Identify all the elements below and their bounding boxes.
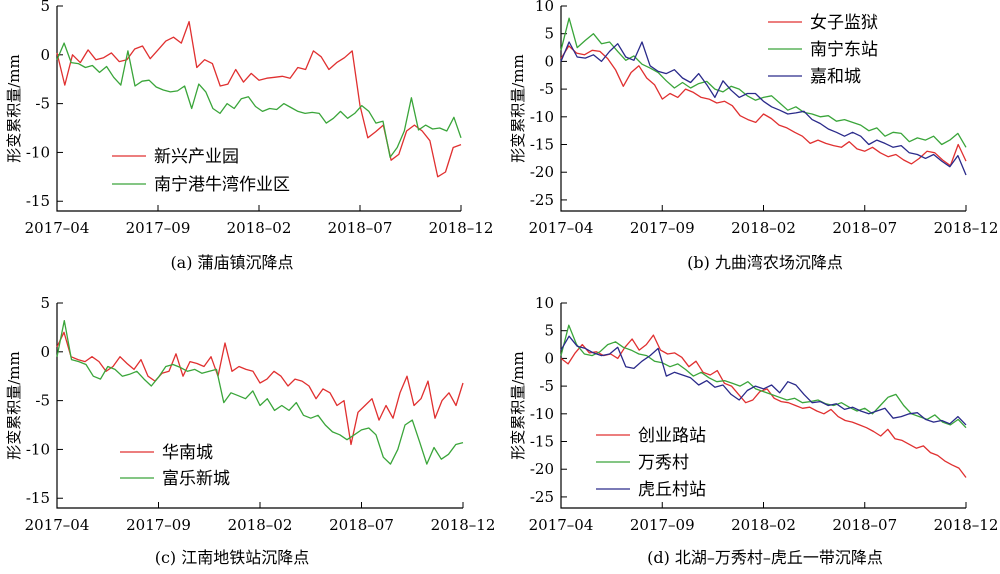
legend-label: 华南城 bbox=[162, 443, 213, 463]
chart-caption: (a) 蒲庙镇沉降点 bbox=[170, 253, 293, 272]
x-tick-label: 2018–07 bbox=[832, 516, 897, 534]
series-line-1 bbox=[560, 45, 967, 167]
y-tick-label: -5 bbox=[539, 377, 554, 395]
y-tick-label: -10 bbox=[530, 108, 554, 126]
legend-label: 万秀村 bbox=[638, 453, 689, 473]
y-tick-label: 0 bbox=[40, 343, 50, 361]
y-tick-label: 0 bbox=[544, 52, 554, 70]
chart-caption: (d) 北湖–万秀村–虎丘一带沉降点 bbox=[647, 548, 883, 567]
legend-label: 嘉和城 bbox=[810, 67, 861, 87]
axis-frame bbox=[560, 6, 966, 212]
x-tick-label: 2017–04 bbox=[529, 516, 594, 534]
y-tick-label: 5 bbox=[544, 322, 554, 340]
y-tick-label: 5 bbox=[544, 25, 554, 43]
y-axis-label: 形变累积量/mm bbox=[509, 54, 527, 163]
x-tick-label: 2017–04 bbox=[529, 219, 594, 237]
y-tick-label: -5 bbox=[539, 80, 554, 98]
legend-label: 富乐新城 bbox=[162, 469, 230, 489]
y-tick-label: -15 bbox=[26, 489, 50, 507]
x-tick-label: 2018–07 bbox=[328, 219, 393, 237]
chart-panel-3: 5 0 -5 -10 -15 2017–04 2017–09 2018–02 2018–07 20… bbox=[5, 294, 495, 567]
y-tick-label: -10 bbox=[530, 405, 554, 423]
y-tick-label: -20 bbox=[530, 460, 554, 478]
series-line-3 bbox=[560, 335, 967, 426]
series-line-2 bbox=[560, 17, 967, 148]
x-tick-label: 2018–12 bbox=[429, 219, 494, 237]
y-tick-label: -15 bbox=[530, 433, 554, 451]
y-tick-label: -10 bbox=[26, 440, 50, 458]
y-tick-label: 10 bbox=[535, 0, 554, 15]
series-line-2 bbox=[560, 324, 967, 429]
y-tick-label: -5 bbox=[35, 95, 50, 113]
y-axis-label: 形变累积量/mm bbox=[5, 351, 23, 460]
series-line-1 bbox=[56, 20, 462, 178]
x-tick-label: 2018–07 bbox=[832, 219, 897, 237]
y-tick-label: -5 bbox=[35, 392, 50, 410]
x-tick-label: 2018–12 bbox=[431, 516, 496, 534]
legend-label: 南宁东站 bbox=[810, 40, 878, 60]
axis-frame bbox=[560, 303, 966, 509]
x-tick-label: 2017–04 bbox=[25, 516, 90, 534]
y-tick-label: -20 bbox=[530, 163, 554, 181]
y-tick-label: 10 bbox=[535, 294, 554, 312]
chart-panel-1: 5 0 -5 -10 -15 2017–04 2017–09 2018–02 2018–07 20… bbox=[5, 0, 493, 272]
y-tick-label: -10 bbox=[26, 143, 50, 161]
x-tick-label: 2018–12 bbox=[934, 516, 999, 534]
series-line-3 bbox=[560, 41, 967, 176]
chart-caption: (c) 江南地铁站沉降点 bbox=[155, 548, 310, 567]
legend-label: 新兴产业园 bbox=[154, 147, 239, 167]
x-tick-label: 2018–07 bbox=[329, 516, 394, 534]
series-line-1 bbox=[56, 331, 464, 446]
y-axis-label: 形变累积量/mm bbox=[5, 54, 23, 163]
chart-panel-4: 10 5 0 -5 -10 -15 -20 -25 2017–04 2017–09 2018–02 2… bbox=[509, 294, 998, 567]
legend-label: 虎丘村站 bbox=[638, 480, 706, 500]
y-tick-label: -25 bbox=[530, 488, 554, 506]
chart-caption: (b) 九曲湾农场沉降点 bbox=[687, 253, 843, 272]
legend-label: 南宁港牛湾作业区 bbox=[154, 175, 290, 195]
legend-label: 女子监狱 bbox=[810, 13, 878, 33]
x-tick-label: 2017–09 bbox=[126, 516, 191, 534]
x-tick-label: 2018–02 bbox=[227, 219, 292, 237]
series-line-2 bbox=[56, 319, 464, 465]
x-tick-label: 2018–02 bbox=[731, 219, 796, 237]
y-axis-label: 形变累积量/mm bbox=[509, 351, 527, 460]
y-tick-label: 5 bbox=[40, 294, 50, 312]
y-tick-label: -15 bbox=[26, 192, 50, 210]
x-tick-label: 2017–09 bbox=[630, 219, 695, 237]
chart-panel-2: 10 5 0 -5 -10 -15 -20 -25 2017–04 2017–09 2018–02 2… bbox=[509, 0, 998, 272]
series-line-2 bbox=[56, 42, 462, 158]
y-tick-label: -15 bbox=[530, 136, 554, 154]
series-line-1 bbox=[560, 334, 967, 478]
legend-label: 创业路站 bbox=[638, 426, 706, 446]
x-tick-label: 2017–04 bbox=[25, 219, 90, 237]
y-tick-label: 0 bbox=[544, 349, 554, 367]
y-tick-label: 5 bbox=[40, 0, 50, 15]
x-tick-label: 2017–09 bbox=[630, 516, 695, 534]
y-tick-label: 0 bbox=[40, 46, 50, 64]
x-tick-label: 2018–02 bbox=[731, 516, 796, 534]
x-tick-label: 2018–02 bbox=[228, 516, 293, 534]
x-tick-label: 2018–12 bbox=[934, 219, 999, 237]
y-tick-label: -25 bbox=[530, 191, 554, 209]
x-tick-label: 2017–09 bbox=[126, 219, 191, 237]
